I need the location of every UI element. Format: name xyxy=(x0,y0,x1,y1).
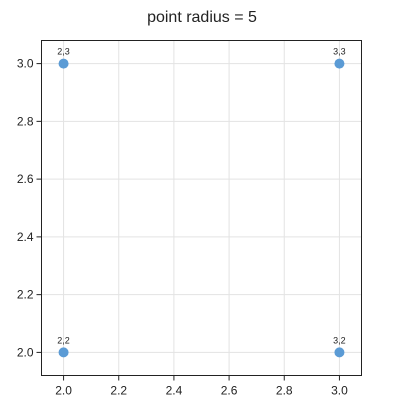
data-point xyxy=(334,58,345,69)
data-points: 2,3 3,3 2,2 3,2 xyxy=(57,47,346,358)
y-tick-label: 2.8 xyxy=(17,114,34,128)
x-tick-label: 2.0 xyxy=(55,384,72,398)
x-tick-label: 3.0 xyxy=(331,384,348,398)
plot-area-frame xyxy=(41,40,362,376)
data-point xyxy=(58,58,69,69)
y-tick-label: 2.6 xyxy=(17,172,34,186)
data-point xyxy=(58,347,69,358)
data-point-label: 3,2 xyxy=(333,335,346,345)
y-tick-label: 2.2 xyxy=(17,288,34,302)
grid xyxy=(41,40,362,376)
y-tick-label: 2.0 xyxy=(17,345,34,359)
x-tick-label: 2.8 xyxy=(276,384,293,398)
x-tick-label: 2.4 xyxy=(166,384,183,398)
data-point-label: 2,2 xyxy=(57,335,70,345)
chart-title: point radius = 5 xyxy=(147,9,257,26)
data-point-label: 2,3 xyxy=(57,47,70,57)
y-tick-label: 2.4 xyxy=(17,230,34,244)
data-point xyxy=(334,347,345,358)
x-tick-label: 2.2 xyxy=(110,384,127,398)
x-tick-label: 2.6 xyxy=(221,384,238,398)
axis-ticks: 2.0 2.2 2.4 2.6 2.8 3.0 2.0 2.2 2.4 2.6 2.8 3.0 xyxy=(17,57,348,398)
y-tick-label: 3.0 xyxy=(17,57,34,71)
data-point-label: 3,3 xyxy=(333,47,346,57)
